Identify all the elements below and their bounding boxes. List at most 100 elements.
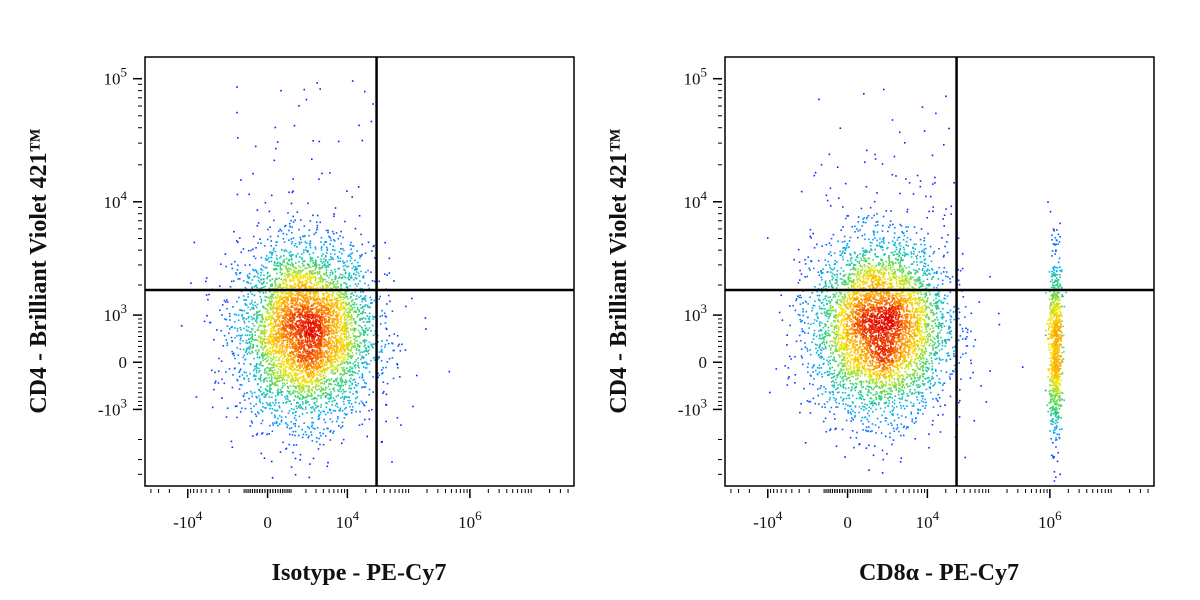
event-dot — [312, 317, 314, 320]
event-dot — [301, 329, 303, 331]
event-dot — [335, 365, 338, 368]
event-dot — [277, 417, 279, 420]
event-dot — [326, 368, 328, 371]
event-dot — [294, 219, 296, 221]
event-dot — [353, 301, 356, 304]
event-dot — [320, 361, 323, 363]
event-dot — [349, 340, 352, 343]
event-dot — [333, 390, 336, 392]
event-dot — [296, 385, 299, 387]
event-dot — [361, 402, 364, 404]
event-dot — [309, 332, 311, 335]
event-dot — [342, 400, 345, 403]
event-dot — [330, 258, 333, 261]
event-dot — [274, 296, 277, 298]
event-dot — [290, 324, 292, 326]
event-dot — [316, 350, 319, 353]
event-dot — [248, 315, 250, 318]
event-dot — [272, 402, 274, 404]
event-dot — [338, 356, 340, 358]
event-dot — [265, 319, 268, 321]
event-dot — [260, 325, 263, 327]
event-dot — [297, 395, 299, 397]
event-dot — [341, 409, 344, 412]
event-dot — [333, 283, 335, 286]
event-dot — [274, 422, 276, 424]
event-dot — [359, 319, 361, 321]
event-dot — [355, 397, 357, 400]
event-dot — [355, 410, 357, 413]
event-dot — [318, 345, 320, 348]
event-dot — [239, 368, 242, 370]
event-dot — [269, 388, 271, 390]
event-dot — [300, 359, 302, 362]
event-dot — [327, 266, 330, 268]
event-dot — [302, 352, 304, 354]
event-dot — [281, 394, 283, 396]
event-dot — [360, 342, 363, 345]
event-dot — [285, 336, 287, 339]
event-dot — [346, 328, 349, 330]
event-dot — [261, 338, 264, 340]
event-dot — [340, 390, 343, 393]
event-dot — [244, 299, 247, 301]
event-dot — [333, 348, 335, 351]
event-dot — [317, 256, 319, 258]
event-dot — [223, 382, 226, 385]
event-dot — [324, 395, 327, 397]
event-dot — [314, 267, 317, 269]
event-dot — [330, 372, 333, 374]
event-dot — [280, 305, 283, 307]
event-dot — [288, 375, 291, 377]
event-dot — [276, 337, 279, 340]
event-dot — [356, 267, 358, 270]
event-dot — [293, 417, 296, 419]
event-dot — [319, 350, 321, 352]
event-dot — [270, 305, 272, 307]
event-dot — [350, 318, 352, 321]
event-dot — [325, 298, 328, 301]
event-dot — [329, 397, 332, 400]
event-dot — [251, 299, 253, 302]
event-dot — [247, 293, 249, 296]
event-dot — [277, 323, 279, 326]
event-dot — [276, 291, 278, 294]
event-dot — [333, 342, 336, 344]
event-dot — [355, 311, 357, 313]
event-dot — [344, 329, 346, 331]
event-dot — [326, 357, 329, 360]
event-dot — [358, 274, 361, 277]
event-dot — [262, 340, 265, 342]
event-dot — [311, 421, 313, 424]
event-dot — [285, 366, 287, 368]
event-dot — [272, 328, 274, 330]
event-dot — [303, 378, 306, 381]
event-dot — [331, 350, 333, 352]
event-dot — [296, 290, 298, 293]
event-dot — [274, 365, 276, 367]
event-dot — [317, 301, 319, 303]
event-dot — [292, 343, 294, 345]
event-dot — [358, 215, 361, 217]
event-dot — [306, 355, 309, 357]
event-dot — [271, 294, 274, 296]
event-dot — [315, 343, 318, 346]
event-dot — [323, 410, 325, 413]
event-dot — [271, 335, 273, 337]
event-dot — [292, 287, 295, 289]
event-dot — [331, 230, 334, 233]
event-dot — [264, 201, 267, 204]
event-dot — [396, 363, 398, 365]
event-dot — [341, 352, 344, 355]
event-dot — [296, 396, 299, 399]
event-dot — [265, 318, 267, 320]
event-dot — [355, 347, 358, 350]
event-dot — [307, 436, 309, 439]
event-dot — [286, 276, 289, 279]
event-dot — [314, 353, 316, 356]
event-dot — [345, 337, 348, 340]
event-dot — [336, 384, 338, 387]
event-dot — [310, 341, 312, 343]
event-dot — [286, 379, 288, 382]
event-dot — [372, 347, 374, 349]
